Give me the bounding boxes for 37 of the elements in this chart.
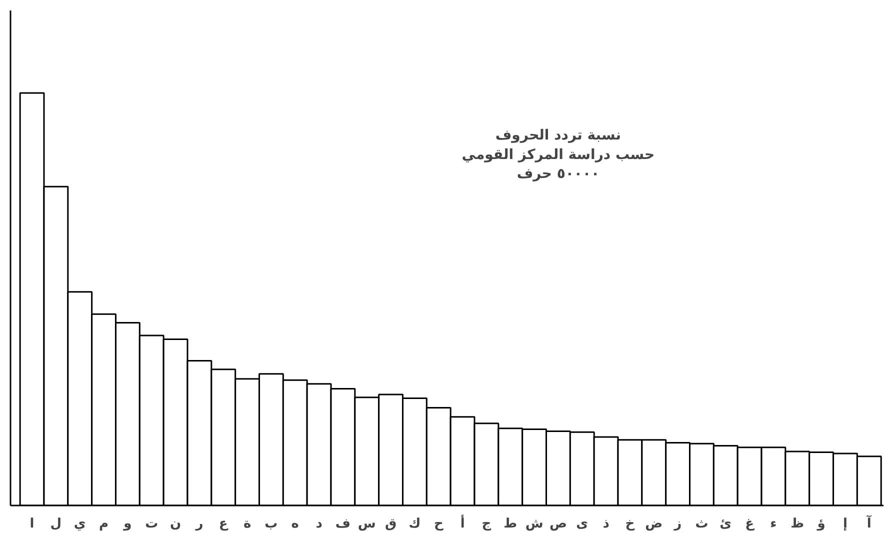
x-tick-label: ك	[408, 516, 421, 532]
x-tick-label: ظ	[790, 516, 804, 532]
x-tick-label: ئ	[720, 516, 732, 532]
x-tick-label: ة	[243, 516, 252, 532]
x-tick-label: ح	[434, 516, 444, 532]
x-tick-label: ز	[673, 516, 682, 532]
x-tick-label: آ	[866, 514, 872, 532]
x-tick-label: ث	[695, 516, 708, 532]
x-tick-label: ه	[291, 516, 300, 532]
text: نسبة تردد الحروف حسب دراسة المركز القومي ٥٠٠٠٠ حرف	[462, 128, 655, 182]
x-tick-label: ن	[170, 516, 182, 532]
x-tick-label: ف	[335, 516, 351, 532]
x-tick-label: ض	[645, 516, 663, 532]
x-tick-label: ط	[504, 516, 518, 532]
x-tick-label: ب	[264, 516, 278, 532]
x-tick-label: ؤ	[816, 516, 826, 532]
x-tick-label: غ	[745, 516, 756, 532]
x-tick-label: ت	[145, 516, 158, 532]
x-tick-label: ي	[74, 516, 86, 532]
x-tick-label: ع	[218, 516, 229, 532]
x-tick-label: ج	[482, 516, 492, 532]
x-tick-label: ذ	[602, 516, 610, 532]
x-tick-label: ش	[525, 516, 544, 532]
x-tick-label: ل	[50, 516, 62, 532]
x-tick-label: ر	[194, 516, 204, 532]
x-tick-label: إ	[843, 516, 848, 532]
x-tick-label: س	[358, 516, 376, 532]
x-tick-label: و	[122, 516, 132, 532]
x-tick-label: ق	[384, 516, 397, 532]
x-tick-label: ء	[770, 516, 777, 532]
x-tick-label: ص	[549, 516, 567, 532]
x-tick-label: خ	[625, 516, 636, 532]
x-tick-label: أ	[460, 514, 465, 532]
x-tick-label: م	[99, 516, 109, 532]
x-tick-label: ا	[30, 516, 34, 532]
x-tick-label: د	[316, 516, 323, 532]
x-tick-label: ى	[576, 516, 588, 532]
